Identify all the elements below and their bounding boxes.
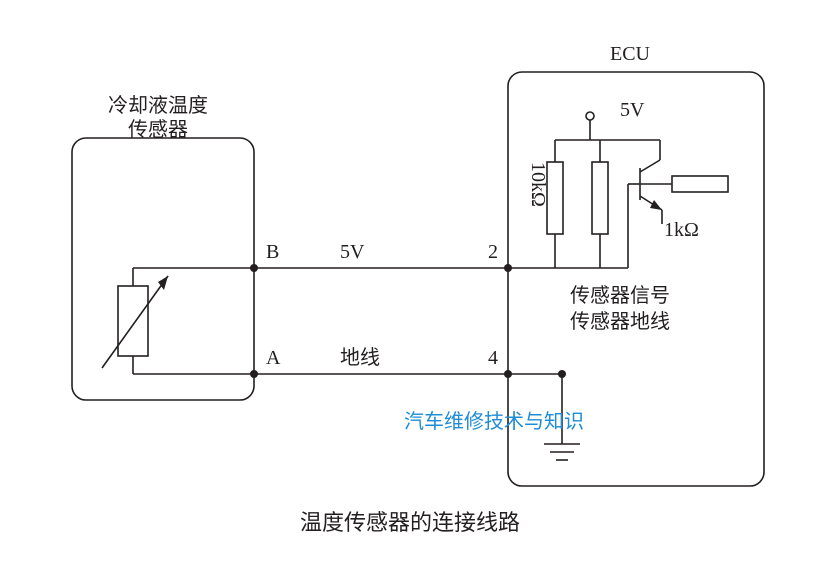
sensor-title-line2: 传感器 [128,118,188,141]
pin-2-label: 2 [488,241,498,263]
pin-4-label: 4 [488,347,498,369]
caption-text: 温度传感器的连接线路 [300,510,520,535]
ecu-title: ECU [610,43,651,65]
pin-A-label: A [266,347,281,369]
pin-B-label: B [266,241,279,263]
thermistor-icon [102,268,254,374]
r10k-label: 10kΩ [527,162,549,207]
circuit-diagram: 冷却液温度 传感器 B A 5V 地线 ECU 2 4 [0,0,824,569]
r1k-label: 1kΩ [664,219,699,241]
supply-5v-label: 5V [620,99,645,121]
wire-gnd-label: 地线 [340,346,380,369]
sensor-signal-label: 传感器信号 [570,284,670,307]
sensor-ground-label: 传感器地线 [570,310,670,333]
sensor-title-line1: 冷却液温度 [108,94,208,117]
wire-5v-label: 5V [340,241,365,263]
sensor-box [72,138,254,400]
watermark-text: 汽车维修技术与知识 [404,410,584,433]
